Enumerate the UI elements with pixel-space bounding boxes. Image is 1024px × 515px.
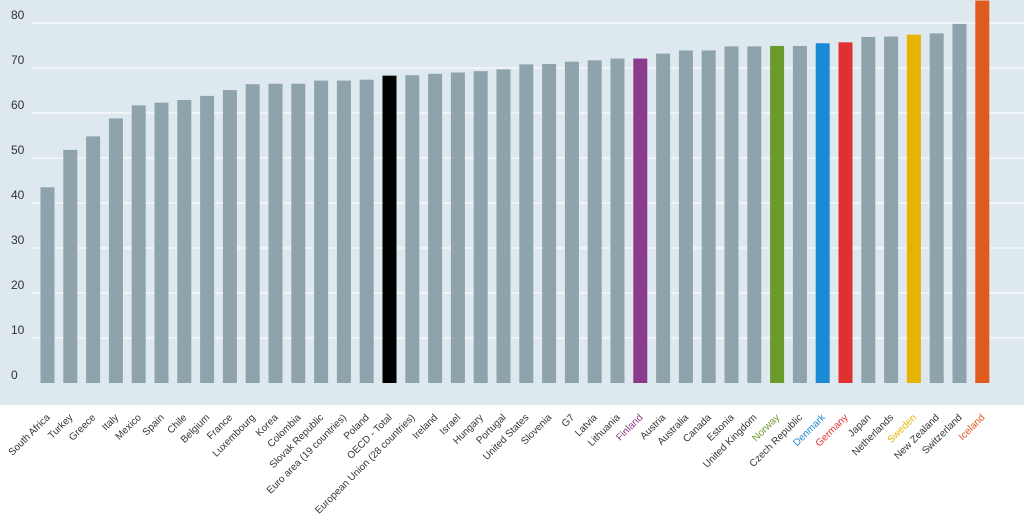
- bar: [154, 102, 169, 384]
- x-tick-label: Spain: [141, 412, 167, 438]
- y-tick-label: 30: [11, 233, 25, 247]
- bar: [222, 90, 237, 384]
- x-tick-label: Ireland: [411, 412, 440, 441]
- bar: [770, 45, 785, 383]
- bar: [473, 71, 488, 384]
- y-tick-label: 10: [11, 323, 25, 337]
- bar: [633, 58, 648, 384]
- bar: [701, 50, 716, 383]
- y-tick-label: 50: [11, 143, 25, 157]
- bar: [359, 79, 374, 383]
- bar: [63, 149, 78, 383]
- bar: [108, 118, 123, 384]
- bar: [929, 33, 944, 383]
- bar: [245, 84, 260, 383]
- bar: [336, 80, 351, 383]
- bar: [656, 53, 671, 383]
- bar: [747, 46, 762, 384]
- y-tick-label: 60: [11, 98, 25, 112]
- bar: [678, 50, 693, 383]
- bar: [952, 23, 967, 384]
- bar: [131, 105, 146, 383]
- bar: [382, 75, 397, 384]
- bar: [861, 36, 876, 383]
- bar: [450, 72, 465, 383]
- y-tick-label: 40: [11, 188, 25, 202]
- bar: [496, 69, 511, 383]
- bar: [268, 83, 283, 383]
- bar: [542, 63, 557, 383]
- bar: [177, 99, 192, 383]
- y-tick-label: 0: [11, 368, 18, 382]
- bar: [564, 61, 579, 383]
- bar: [815, 43, 830, 383]
- bar: [724, 46, 739, 384]
- x-tick-label: Mexico: [114, 412, 144, 442]
- bar: [792, 45, 807, 383]
- bar: [519, 64, 534, 384]
- bar: [40, 187, 55, 383]
- bar: [86, 136, 101, 383]
- y-tick-label: 20: [11, 278, 25, 292]
- bar: [906, 34, 921, 383]
- bar: [428, 73, 443, 383]
- x-tick-label: G7: [560, 412, 578, 430]
- bar: [838, 42, 853, 383]
- x-tick-label: South Africa: [7, 412, 53, 458]
- bar: [975, 0, 990, 383]
- bar: [314, 80, 329, 383]
- bar: [200, 95, 215, 384]
- y-tick-label: 70: [11, 53, 25, 67]
- bar: [610, 58, 625, 384]
- bar: [405, 75, 420, 383]
- bar: [587, 60, 602, 383]
- bar: [884, 36, 899, 383]
- bar: [291, 83, 306, 383]
- y-tick-label: 80: [11, 8, 25, 22]
